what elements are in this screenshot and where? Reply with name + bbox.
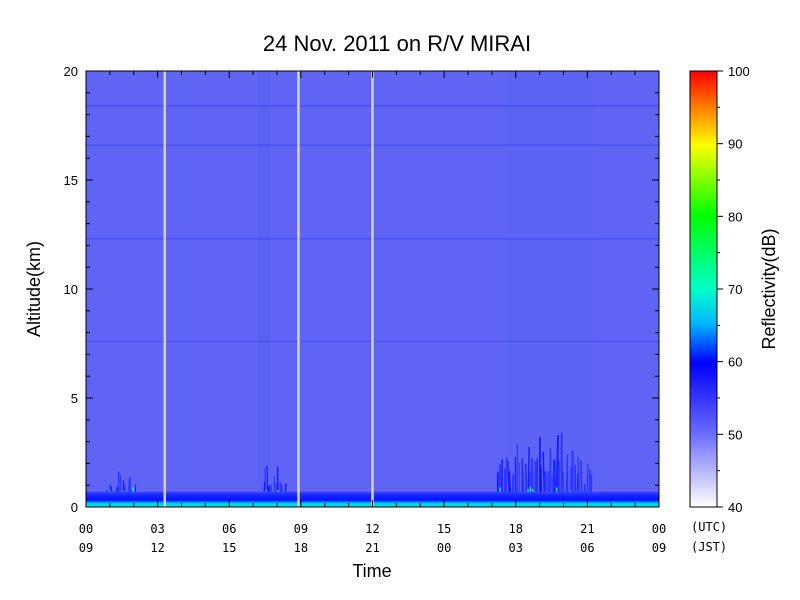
y-tick-label: 5 (71, 391, 78, 406)
x-tick-label-utc: 06 (222, 522, 236, 536)
y-tick-label: 10 (64, 282, 78, 297)
y-tick-label: 0 (71, 500, 78, 515)
x-tick-label-jst: 21 (365, 541, 379, 555)
x-tick-label-utc: 00 (652, 522, 666, 536)
colorbar-tick-label: 100 (728, 64, 750, 79)
x-tick-label-jst: 09 (652, 541, 666, 555)
utc-label: (UTC) (691, 520, 727, 534)
colorbar-tick-label: 90 (728, 137, 742, 152)
x-tick-label-jst: 00 (437, 541, 451, 555)
jst-label: (JST) (691, 540, 727, 554)
x-tick-label-utc: 12 (365, 522, 379, 536)
colorbar-ticks: 40 50 60 70 80 90 100 (717, 64, 750, 515)
x-axis: 00 09 03 12 06 15 09 18 12 21 15 00 18 03 21 06 00 09 (79, 71, 666, 555)
x-tick-label-jst: 06 (580, 541, 594, 555)
colorbar-tick-label: 50 (728, 427, 742, 442)
x-tick-label-jst: 15 (222, 541, 236, 555)
x-tick-label-utc: 03 (150, 522, 164, 536)
x-tick-label-utc: 15 (437, 522, 451, 536)
heatmap-shading-band (505, 71, 595, 507)
x-tick-label-jst: 09 (79, 541, 93, 555)
x-tick-label-jst: 12 (150, 541, 164, 555)
colorbar (689, 70, 718, 508)
x-axis-label: Time (352, 561, 391, 581)
heatmap-shading-band (258, 71, 270, 507)
x-tick-label-jst: 18 (294, 541, 308, 555)
colorbar-tick-label: 80 (728, 209, 742, 224)
y-axis: 0 5 10 15 20 (64, 64, 659, 515)
x-tick-label-utc: 00 (79, 522, 93, 536)
colorbar-label: Reflectivity(dB) (759, 228, 779, 349)
x-tick-label-utc: 18 (509, 522, 523, 536)
y-axis-label: Altitude(km) (24, 241, 44, 337)
colorbar-tick-label: 40 (728, 500, 742, 515)
x-tick-label-utc: 21 (580, 522, 594, 536)
data-gap-lines (163, 71, 374, 507)
x-tick-label-utc: 09 (294, 522, 308, 536)
colorbar-tick-label: 60 (728, 355, 742, 370)
x-tick-label-jst: 03 (509, 541, 523, 555)
y-tick-label: 15 (64, 173, 78, 188)
chart-title: 24 Nov. 2011 on R/V MIRAI (263, 31, 531, 56)
y-tick-label: 20 (64, 64, 78, 79)
colorbar-tick-label: 70 (728, 282, 742, 297)
